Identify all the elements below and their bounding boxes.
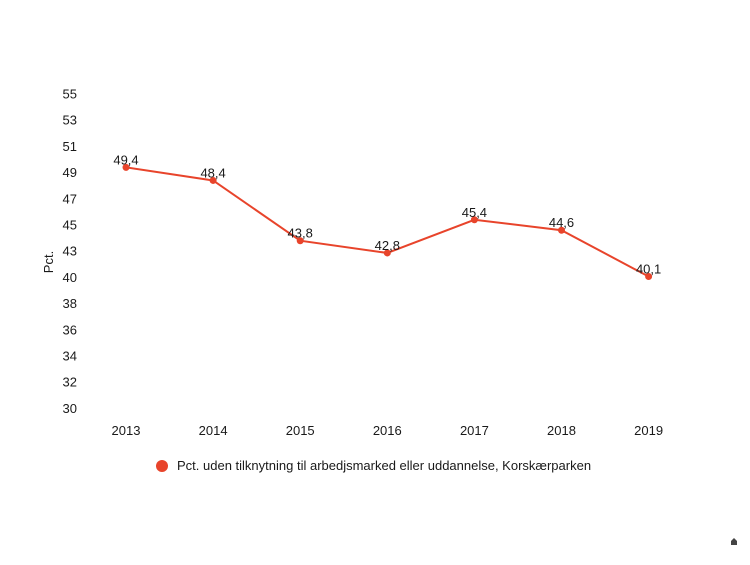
- y-tick-label: 49: [63, 165, 77, 180]
- y-tick-label: 51: [63, 139, 77, 154]
- x-tick-label: 2014: [199, 423, 228, 438]
- x-tick-label: 2019: [634, 423, 663, 438]
- y-tick-label: 55: [63, 87, 77, 102]
- y-axis-ticks: 30 32 34 36 38 40 43 45 47 49 51 53 55: [63, 87, 77, 416]
- data-point: [470, 216, 478, 224]
- y-tick-label: 36: [63, 322, 77, 337]
- x-tick-label: 2016: [373, 423, 402, 438]
- y-tick-label: 47: [63, 191, 77, 206]
- x-tick-label: 2017: [460, 423, 489, 438]
- data-label: 43,8: [288, 226, 313, 241]
- y-tick-label: 32: [63, 375, 77, 390]
- data-label: 49,4: [113, 152, 138, 167]
- y-tick-label: 40: [63, 270, 77, 285]
- data-point: [296, 237, 304, 245]
- x-tick-label: 2015: [286, 423, 315, 438]
- logo-icon: [731, 538, 737, 545]
- x-tick-label: 2013: [112, 423, 141, 438]
- series-layer: 49,4 48,4 43,8 42,8 45,4 44,6 40,1: [113, 152, 661, 281]
- y-tick-label: 34: [63, 349, 77, 364]
- x-tick-label: 2018: [547, 423, 576, 438]
- data-label: 42,8: [375, 238, 400, 253]
- legend-swatch: [156, 460, 168, 472]
- y-tick-label: 38: [63, 296, 77, 311]
- data-label: 40,1: [636, 262, 661, 277]
- y-tick-label: 43: [63, 244, 77, 259]
- y-tick-label: 45: [63, 218, 77, 233]
- y-tick-label: 30: [63, 401, 77, 416]
- legend-label: Pct. uden tilknytning til arbedjsmarked …: [177, 458, 591, 473]
- data-label: 44,6: [549, 215, 574, 230]
- data-point: [122, 163, 130, 171]
- data-point: [209, 176, 217, 184]
- y-axis-label: Pct.: [41, 251, 56, 273]
- data-label: 45,4: [462, 205, 487, 220]
- legend: Pct. uden tilknytning til arbedjsmarked …: [156, 458, 591, 473]
- data-point: [383, 249, 391, 257]
- data-point: [558, 226, 565, 234]
- y-tick-label: 53: [63, 113, 77, 128]
- x-axis-ticks: 2013 2014 2015 2016 2017 2018 2019: [112, 423, 664, 438]
- data-label: 48,4: [200, 165, 225, 180]
- data-point: [645, 273, 653, 281]
